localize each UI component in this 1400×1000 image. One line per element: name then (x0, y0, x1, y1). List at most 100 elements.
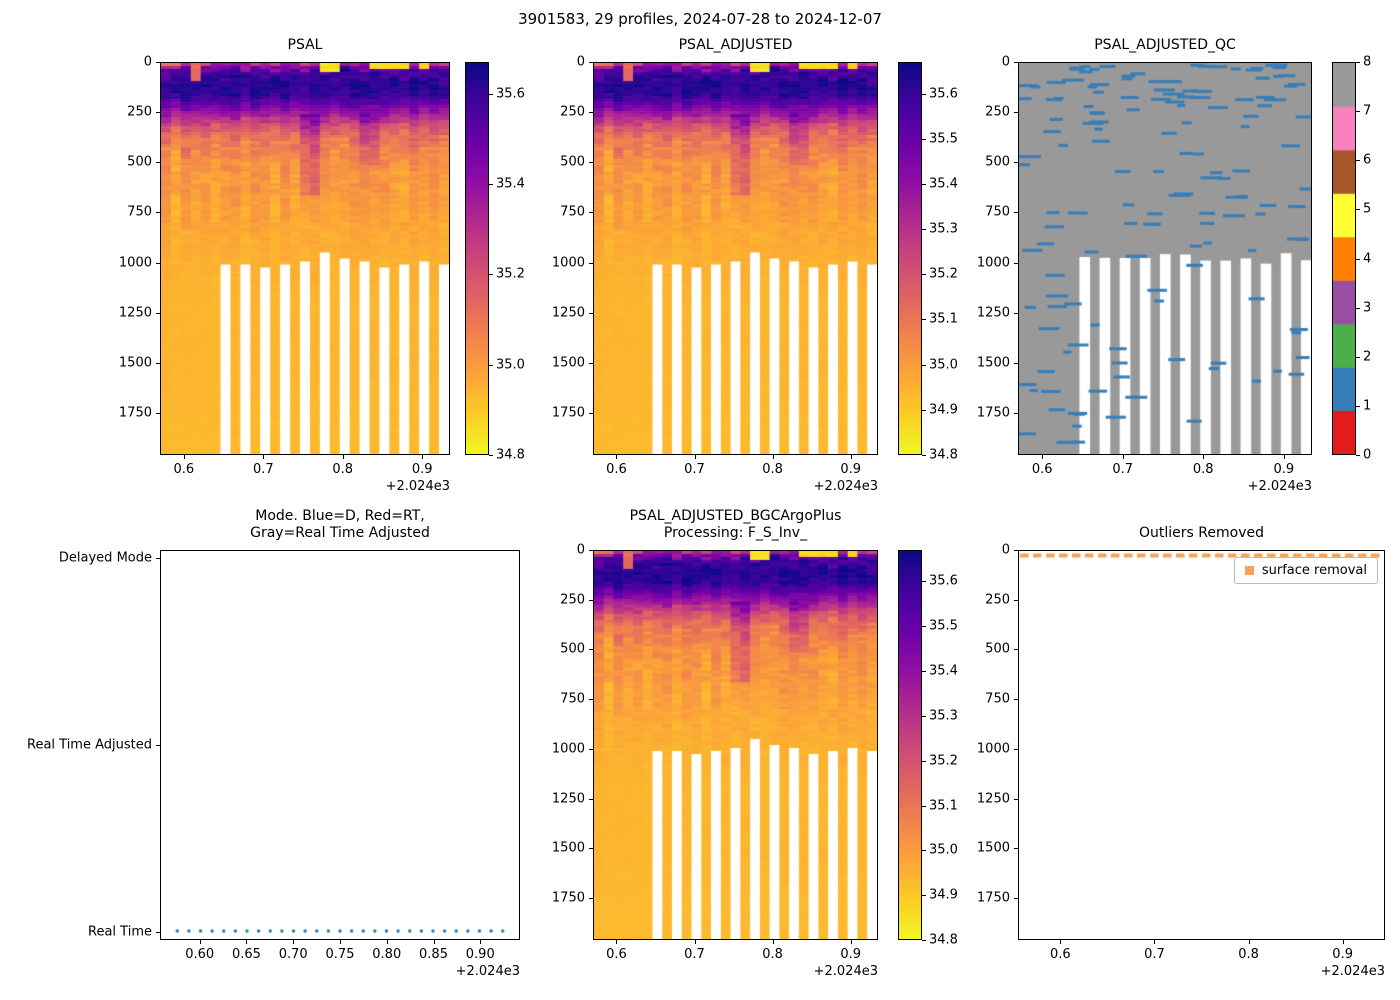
y-tick-label: 0 (576, 542, 585, 558)
tick-mark (1014, 312, 1018, 314)
y-category-label: Delayed Mode (58, 550, 152, 566)
tick-mark (589, 112, 593, 114)
tick-mark (156, 558, 160, 559)
colorbar-tick-label: 34.9 (929, 887, 958, 903)
colorbar-tick-label: 7 (1363, 103, 1372, 119)
subplot-title-line: Processing: F_S_Inv_ (663, 525, 808, 541)
colorbar-tick-label: 35.6 (496, 86, 525, 102)
colorbar-tick-label: 8 (1363, 54, 1372, 70)
y-tick-label: 1000 (551, 741, 585, 757)
subplot-title-line: PSAL_ADJUSTED (678, 37, 793, 53)
tick-mark (1356, 307, 1360, 309)
psal_adjusted_qc-colorbar (1332, 62, 1356, 455)
tick-mark (589, 212, 593, 214)
tick-mark (922, 715, 926, 717)
tick-mark (922, 805, 926, 807)
subplot-title: PSAL_ADJUSTED_QC (1018, 37, 1312, 54)
colorbar-tick-label: 35.3 (929, 708, 958, 724)
y-tick-label: 1750 (118, 405, 152, 421)
y-tick-label: 1250 (551, 305, 585, 321)
tick-mark (156, 162, 160, 164)
figure-title: 3901583, 29 profiles, 2024-07-28 to 2024… (518, 10, 882, 28)
tick-mark (694, 455, 696, 459)
colorbar-tick-label: 0 (1363, 447, 1372, 463)
x-tick-label: 0.6 (173, 462, 195, 477)
x-tick-label: 0.6 (1050, 947, 1071, 962)
x-offset-label: +2.024e3 (455, 964, 520, 979)
x-tick-label: 0.70 (278, 947, 308, 962)
colorbar-tick-label: 35.1 (929, 798, 958, 814)
x-tick-label: 0.6 (606, 462, 627, 477)
tick-mark (156, 62, 160, 63)
legend: surface removal (1233, 557, 1378, 584)
subplot-title: Outliers Removed (1018, 525, 1385, 542)
outliers_removed-plot-canvas (1019, 551, 1384, 939)
tick-mark (922, 671, 926, 673)
x-offset-label: +2.024e3 (385, 479, 450, 494)
tick-mark (263, 455, 265, 459)
tick-mark (156, 745, 160, 746)
tick-mark (694, 940, 696, 944)
psal-plot-canvas (161, 63, 449, 454)
colorbar-tick-label: 35.2 (929, 753, 958, 769)
colorbar-tick-label: 35.6 (929, 573, 958, 589)
y-tick-label: 1000 (551, 255, 585, 270)
tick-mark (1356, 209, 1360, 211)
colorbar-tick-label: 35.5 (929, 618, 958, 634)
colorbar-tick-label: 34.8 (496, 447, 525, 463)
tick-mark (340, 940, 341, 944)
tick-mark (1014, 362, 1018, 364)
x-tick-label: 0.8 (762, 947, 783, 962)
y-tick-label: 250 (985, 104, 1010, 120)
tick-mark (772, 455, 774, 459)
y-tick-label: 250 (127, 104, 152, 120)
tick-mark (922, 274, 926, 276)
colorbar-tick-label: 35.2 (496, 266, 525, 282)
tick-mark (589, 748, 593, 750)
x-tick-label: 0.8 (1192, 462, 1214, 477)
tick-mark (1014, 262, 1018, 264)
tick-mark (1014, 162, 1018, 164)
tick-mark (922, 409, 926, 411)
y-tick-label: 500 (560, 154, 585, 170)
tick-mark (1356, 62, 1360, 63)
y-tick-label: 1500 (551, 355, 585, 371)
tick-mark (922, 229, 926, 231)
colorbar-tick-label: 35.2 (929, 266, 958, 282)
tick-mark (1014, 848, 1018, 850)
subplot-title: PSAL_ADJUSTED_BGCArgoPlus Processing: F_S… (593, 508, 878, 542)
tick-mark (922, 364, 926, 366)
tick-mark (922, 455, 926, 456)
tick-mark (1014, 212, 1018, 214)
tick-mark (156, 212, 160, 214)
tick-mark (1356, 258, 1360, 260)
colorbar-tick-label: 5 (1363, 201, 1372, 217)
colorbar-tick-label: 1 (1363, 398, 1372, 414)
subplot-title: PSAL (160, 37, 450, 54)
tick-mark (772, 940, 774, 944)
outliers_removed-axes (1018, 550, 1385, 940)
psal_adjusted-axes (593, 62, 878, 455)
x-tick-label: 0.9 (840, 462, 861, 477)
y-tick-label: 1250 (976, 305, 1010, 321)
colorbar-canvas (1333, 63, 1355, 454)
y-tick-label: 0 (576, 54, 585, 70)
subplot-title-line: Outliers Removed (1139, 525, 1264, 541)
x-tick-label: 0.6 (606, 947, 627, 962)
colorbar-tick-label: 34.8 (929, 932, 958, 948)
tick-mark (922, 850, 926, 852)
tick-mark (589, 848, 593, 850)
tick-mark (489, 274, 493, 276)
y-tick-label: 1500 (118, 355, 152, 371)
tick-mark (922, 760, 926, 762)
x-offset-label: +2.024e3 (1320, 964, 1385, 979)
y-tick-label: 250 (560, 592, 585, 608)
y-tick-label: 500 (985, 641, 1010, 657)
tick-mark (489, 364, 493, 366)
y-tick-label: 250 (985, 592, 1010, 608)
tick-mark (1342, 940, 1344, 944)
x-tick-label: 0.90 (465, 947, 495, 962)
tick-mark (1014, 599, 1018, 601)
x-tick-label: 0.85 (419, 947, 448, 962)
